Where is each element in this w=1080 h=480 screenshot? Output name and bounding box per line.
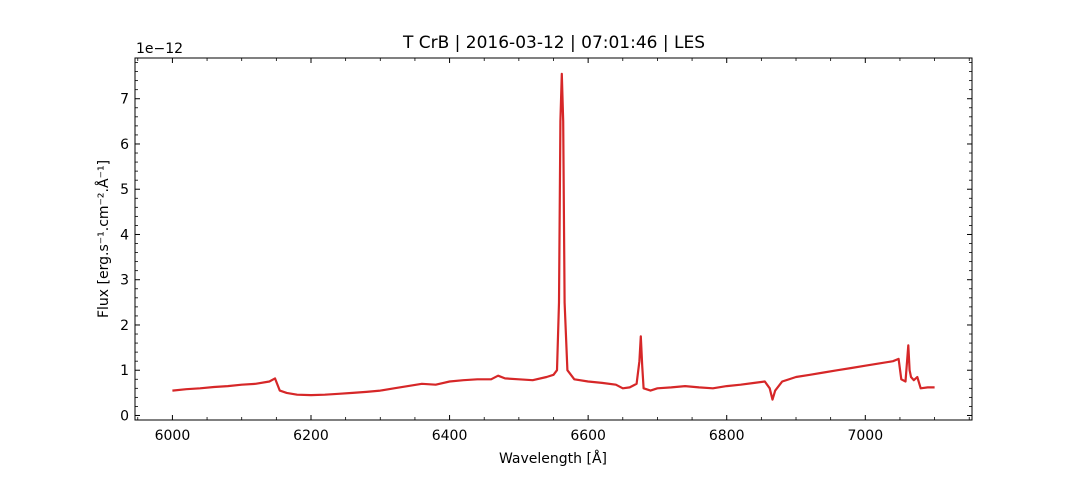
y-tick-label: 4 [120,227,129,243]
y-tick-label: 2 [120,318,129,334]
spectrum-line-0 [172,72,935,401]
y-tick-label: 7 [120,92,129,108]
chart-title: T CrB | 2016-03-12 | 07:01:46 | LES [402,33,705,53]
y-tick-label: 6 [120,137,129,153]
y-tick-label: 0 [120,408,129,424]
y-tick-label: 3 [120,273,129,289]
y-axis-label: Flux [erg.s⁻¹.cm⁻².Å⁻¹] [95,160,112,318]
y-tick-label: 1 [120,363,129,379]
x-tick-label: 6600 [570,428,606,444]
x-axis-label: Wavelength [Å] [499,450,607,467]
y-tick-label: 5 [120,182,129,198]
x-tick-label: 6400 [432,428,468,444]
x-tick-label: 6200 [293,428,329,444]
x-tick-label: 6800 [709,428,745,444]
x-tick-label: 6000 [155,428,191,444]
plot-frame [134,57,973,421]
x-tick-label: 7000 [847,428,883,444]
y-offset-text: 1e−12 [136,41,183,57]
